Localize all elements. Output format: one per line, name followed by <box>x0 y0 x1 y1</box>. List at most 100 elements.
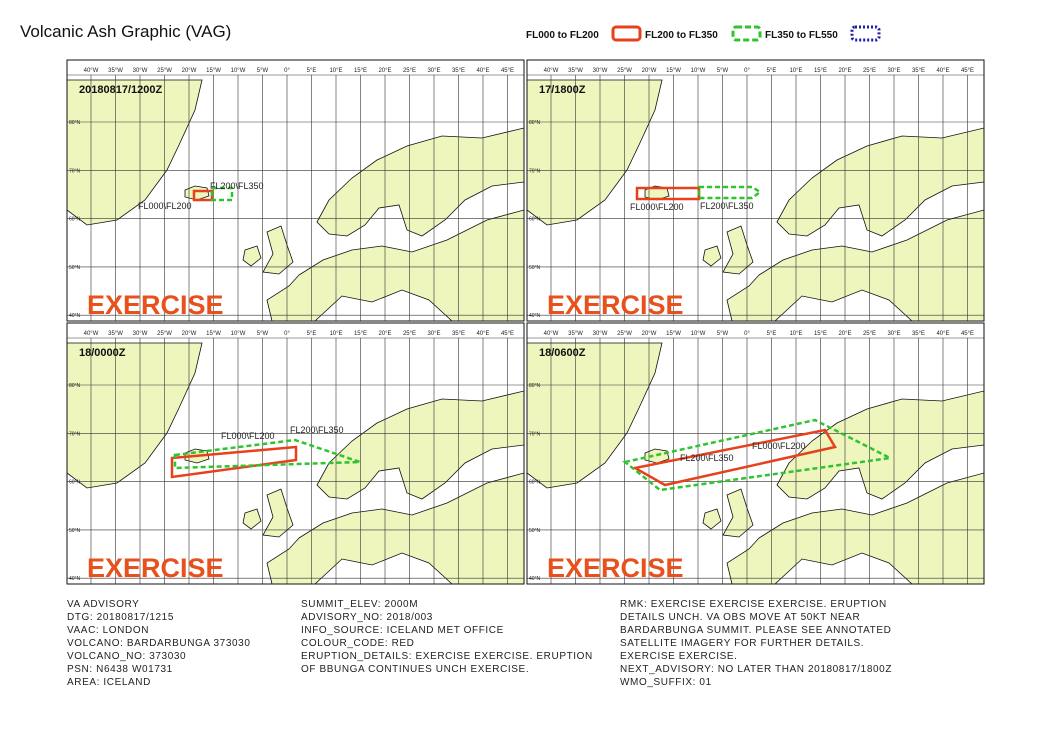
lon-label: 30°W <box>593 68 608 74</box>
lon-label: 5°E <box>767 331 777 337</box>
lat-label: 40°N <box>69 576 81 582</box>
advisory-line: SUMMIT_ELEV: 2000M <box>301 599 418 610</box>
lat-label: 80°N <box>529 120 541 126</box>
lon-label: 35°E <box>912 68 925 74</box>
lon-label: 45°E <box>961 68 974 74</box>
lon-label: 15°W <box>206 68 221 74</box>
ash-area <box>622 418 895 492</box>
lat-label: 80°N <box>529 383 541 389</box>
advisory-line: NEXT_ADVISORY: NO LATER THAN 20180817/18… <box>620 664 892 675</box>
lon-label: 35°W <box>108 68 123 74</box>
lon-label: 10°E <box>789 331 802 337</box>
advisory-line: WMO_SUFFIX: 01 <box>620 677 712 688</box>
lat-label: 60°N <box>69 480 81 486</box>
lon-label: 20°E <box>838 68 851 74</box>
lon-label: 15°E <box>354 68 367 74</box>
lon-label: 40°W <box>544 331 559 337</box>
lon-label: 5°W <box>717 68 729 74</box>
lat-label: 50°N <box>529 528 541 534</box>
lon-label: 30°W <box>133 68 148 74</box>
lon-label: 10°W <box>231 331 246 337</box>
legend-swatch <box>611 25 642 42</box>
lon-label: 45°E <box>961 331 974 337</box>
lon-label: 20°W <box>182 68 197 74</box>
lon-label: 0° <box>744 331 750 337</box>
panel-time: 17/1800Z <box>539 84 586 96</box>
lon-label: 10°E <box>329 68 342 74</box>
lon-label: 25°E <box>403 68 416 74</box>
lon-label: 20°W <box>642 68 657 74</box>
panel-time: 18/0000Z <box>79 347 126 359</box>
lon-label: 35°W <box>568 68 583 74</box>
advisory-line: PSN: N6438 W01731 <box>67 664 173 675</box>
watermark: EXERCISE <box>87 553 224 583</box>
lon-label: 10°W <box>691 68 706 74</box>
lon-label: 5°E <box>307 331 317 337</box>
lon-label: 0° <box>284 331 290 337</box>
lon-label: 45°E <box>501 331 514 337</box>
lon-label: 0° <box>284 68 290 74</box>
lon-label: 5°W <box>257 331 269 337</box>
lat-label: 80°N <box>69 383 81 389</box>
ash-label: FL200\FL350 <box>700 201 754 211</box>
legend-label: FL200 to FL350 <box>645 30 718 41</box>
lat-label: 70°N <box>69 168 81 174</box>
map-base: 40°W 35°W 30°W 25°W 20°W 15°W 10°W 5°W 0° 5°E 10°E… <box>67 60 524 321</box>
ash-label: FL000\FL200 <box>752 441 806 451</box>
map-panel: 40°W 35°W 30°W 25°W 20°W 15°W 10°W 5°W 0° 5°E 10°E… <box>66 322 525 585</box>
panel-frame <box>526 322 985 585</box>
lat-label: 50°N <box>69 265 81 271</box>
lon-label: 10°E <box>789 68 802 74</box>
advisory-line: ERUPTION_DETAILS: EXERCISE EXERCISE. ERU… <box>301 651 593 662</box>
title: Volcanic Ash Graphic (VAG) <box>20 22 231 41</box>
advisory-line: SATELLITE IMAGERY FOR FURTHER DETAILS. <box>620 638 864 649</box>
advisory-line: DETAILS UNCH. VA OBS MOVE AT 50KT NEAR <box>620 612 860 623</box>
ash-area <box>170 445 298 479</box>
lon-label: 30°E <box>427 68 440 74</box>
lon-label: 25°E <box>403 331 416 337</box>
lat-label: 60°N <box>529 217 541 223</box>
ash-area <box>635 186 701 201</box>
lon-label: 25°E <box>863 331 876 337</box>
lon-label: 5°E <box>767 68 777 74</box>
legend-swatch <box>850 25 881 42</box>
watermark: EXERCISE <box>547 553 684 583</box>
lon-label: 30°W <box>133 331 148 337</box>
lon-label: 20°E <box>378 331 391 337</box>
ash-area <box>210 186 234 202</box>
ash-area <box>631 428 837 487</box>
lat-label: 60°N <box>529 480 541 486</box>
lon-label: 20°W <box>182 331 197 337</box>
lon-label: 35°E <box>452 331 465 337</box>
lon-label: 15°W <box>206 331 221 337</box>
panel-frame <box>526 59 985 322</box>
panel-time: 18/0600Z <box>539 347 586 359</box>
panel-frame <box>66 322 525 585</box>
map-panel: 40°W 35°W 30°W 25°W 20°W 15°W 10°W 5°W 0° 5°E 10°E… <box>526 59 985 322</box>
lon-label: 35°W <box>108 331 123 337</box>
watermark: EXERCISE <box>547 290 684 320</box>
lon-label: 40°E <box>936 331 949 337</box>
lon-label: 15°W <box>666 331 681 337</box>
lon-label: 25°W <box>157 331 172 337</box>
ash-label: FL200\FL350 <box>680 453 734 463</box>
panel-time: 20180817/1200Z <box>79 84 162 96</box>
lon-label: 20°E <box>838 331 851 337</box>
ash-label: FL000\FL200 <box>138 201 192 211</box>
lon-label: 25°W <box>157 68 172 74</box>
map-panel: 40°W 35°W 30°W 25°W 20°W 15°W 10°W 5°W 0° 5°E 10°E… <box>66 59 525 322</box>
lat-label: 40°N <box>529 576 541 582</box>
lon-label: 35°W <box>568 331 583 337</box>
lat-label: 70°N <box>529 431 541 437</box>
advisory-line: EXERCISE EXERCISE. <box>620 651 738 662</box>
ash-label: FL000\FL200 <box>221 431 275 441</box>
panel-frame <box>66 59 525 322</box>
lon-label: 20°W <box>642 331 657 337</box>
lon-label: 30°E <box>887 331 900 337</box>
lat-label: 40°N <box>529 313 541 319</box>
legend-swatch <box>731 25 762 42</box>
advisory-line: OF BBUNGA CONTINUES UNCH EXERCISE. <box>301 664 529 675</box>
advisory-line: VA ADVISORY <box>67 599 139 610</box>
map-panel: 40°W 35°W 30°W 25°W 20°W 15°W 10°W 5°W 0° 5°E 10°E… <box>526 322 985 585</box>
